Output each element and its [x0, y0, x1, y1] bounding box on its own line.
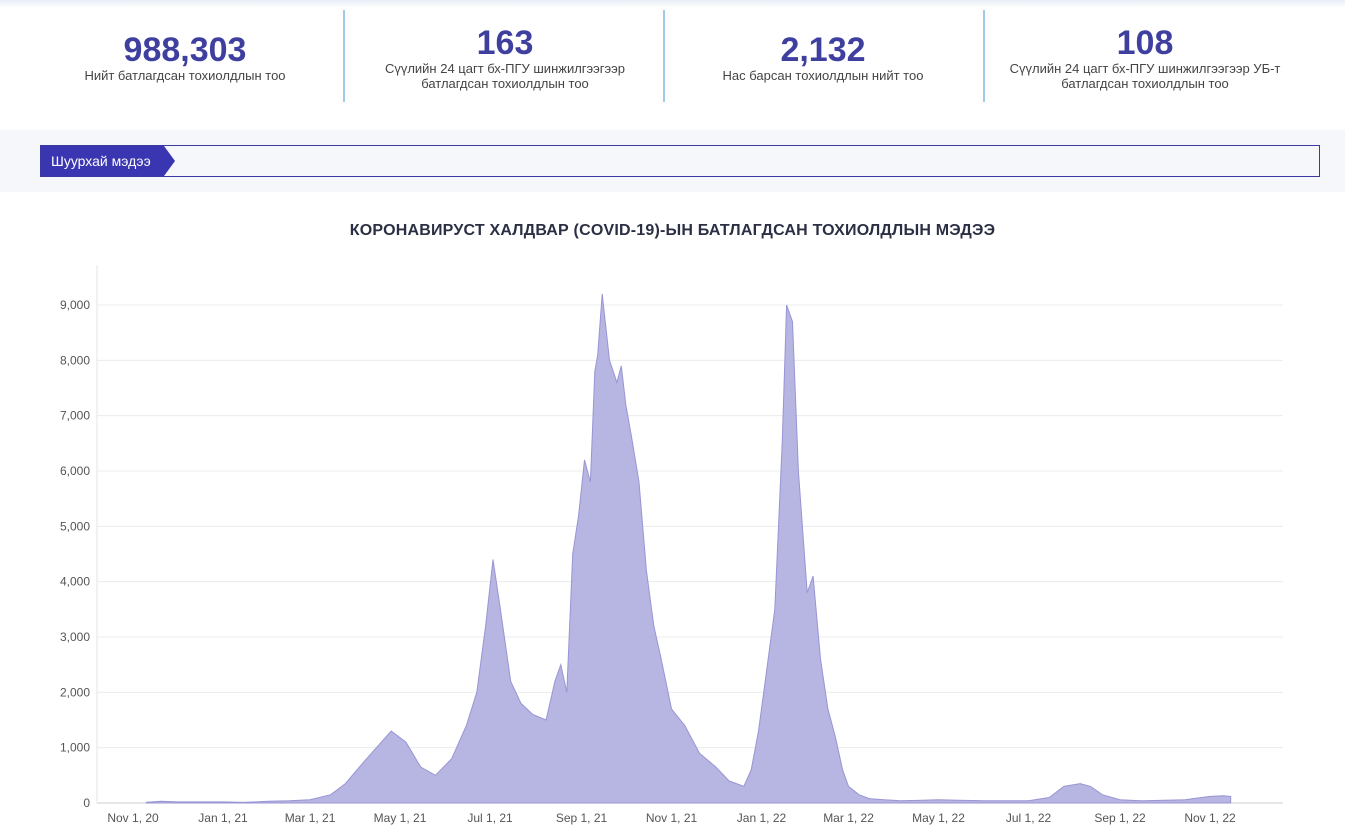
- stat-value: 988,303: [123, 31, 247, 69]
- x-tick-label: May 1, 21: [374, 811, 427, 825]
- stat-divider: [663, 10, 665, 102]
- y-axis: 0 1,000 2,000 3,000 4,000 5,000 6,000 7,000 8,00…: [60, 265, 98, 810]
- x-axis: Nov 1, 20 Jan 1, 21 Mar 1, 21 May 1, 21 Jul …: [107, 811, 1236, 825]
- chart-grid: [97, 304, 1283, 804]
- x-tick-label: May 1, 22: [912, 811, 965, 825]
- confirmed-cases-area: [145, 293, 1232, 804]
- stat-value: 108: [1116, 24, 1174, 62]
- x-tick-label: Jul 1, 21: [467, 811, 513, 825]
- y-tick-label: 8,000: [60, 353, 90, 367]
- stat-24h-confirmed-ub: 108 Сүүлийн 24 цагт бх-ПГУ шинжилгээгээр…: [1000, 0, 1290, 135]
- stat-24h-confirmed: 163 Сүүлийн 24 цагт бх-ПГУ шинжилгээгээр…: [360, 0, 650, 135]
- y-tick-label: 4,000: [60, 575, 90, 589]
- news-ticker[interactable]: Шуурхай мэдээ: [40, 145, 1320, 177]
- chart-title: КОРОНАВИРУСТ ХАЛДВАР (COVID-19)-ЫН БАТЛА…: [349, 222, 996, 239]
- x-tick-label: Sep 1, 22: [1094, 811, 1146, 825]
- y-tick-label: 6,000: [60, 464, 90, 478]
- stat-total-deaths: 2,132 Нас барсан тохиолдлын нийт тоо: [678, 0, 968, 142]
- x-tick-label: Jul 1, 22: [1006, 811, 1052, 825]
- stat-label-line: батлагдсан тохиолдлын тоо: [1061, 76, 1229, 91]
- stat-label-line: Сүүлийн 24 цагт бх-ПГУ шинжилгээгээр УБ-…: [1009, 61, 1281, 76]
- y-tick-label: 3,000: [60, 630, 90, 644]
- stat-label-line: Сүүлийн 24 цагт бх-ПГУ шинжилгээгээр: [384, 61, 626, 76]
- y-tick-label: 5,000: [60, 519, 90, 533]
- stat-value: 163: [476, 24, 534, 62]
- x-tick-label: Mar 1, 21: [285, 811, 336, 825]
- stat-label-line: Нийт батлагдсан тохиолдлын тоо: [84, 68, 286, 83]
- x-tick-label: Sep 1, 21: [556, 811, 608, 825]
- stat-divider: [983, 10, 985, 102]
- y-tick-label: 7,000: [60, 409, 90, 423]
- stat-total-confirmed: 988,303 Нийт батлагдсан тохиолдлын тоо: [40, 0, 330, 142]
- top-shadow-bar: [0, 0, 1345, 8]
- x-tick-label: Nov 1, 20: [107, 811, 159, 825]
- stats-bar: 988,303 Нийт батлагдсан тохиолдлын тоо 1…: [0, 0, 1345, 130]
- x-tick-label: Mar 1, 22: [823, 811, 874, 825]
- x-tick-label: Nov 1, 22: [1184, 811, 1236, 825]
- x-tick-label: Nov 1, 21: [646, 811, 698, 825]
- y-tick-label: 1,000: [60, 741, 90, 755]
- y-tick-label: 2,000: [60, 685, 90, 699]
- confirmed-cases-area-chart[interactable]: 0 1,000 2,000 3,000 4,000 5,000 6,000 7,000 8,00…: [0, 250, 1345, 837]
- stat-label-line: батлагдсан тохиолдлын тоо: [421, 76, 589, 91]
- x-tick-label: Jan 1, 22: [737, 811, 787, 825]
- y-tick-label: 9,000: [60, 298, 90, 312]
- chart-plot-area: [145, 293, 1232, 804]
- y-tick-label: 0: [83, 796, 90, 810]
- news-ticker-label: Шуурхай мэдээ: [41, 146, 164, 176]
- stat-divider: [343, 10, 345, 102]
- news-ticker-arrow: [164, 146, 175, 176]
- stat-label-line: Нас барсан тохиолдлын нийт тоо: [722, 68, 924, 83]
- stat-value: 2,132: [780, 31, 866, 69]
- x-tick-label: Jan 1, 21: [198, 811, 248, 825]
